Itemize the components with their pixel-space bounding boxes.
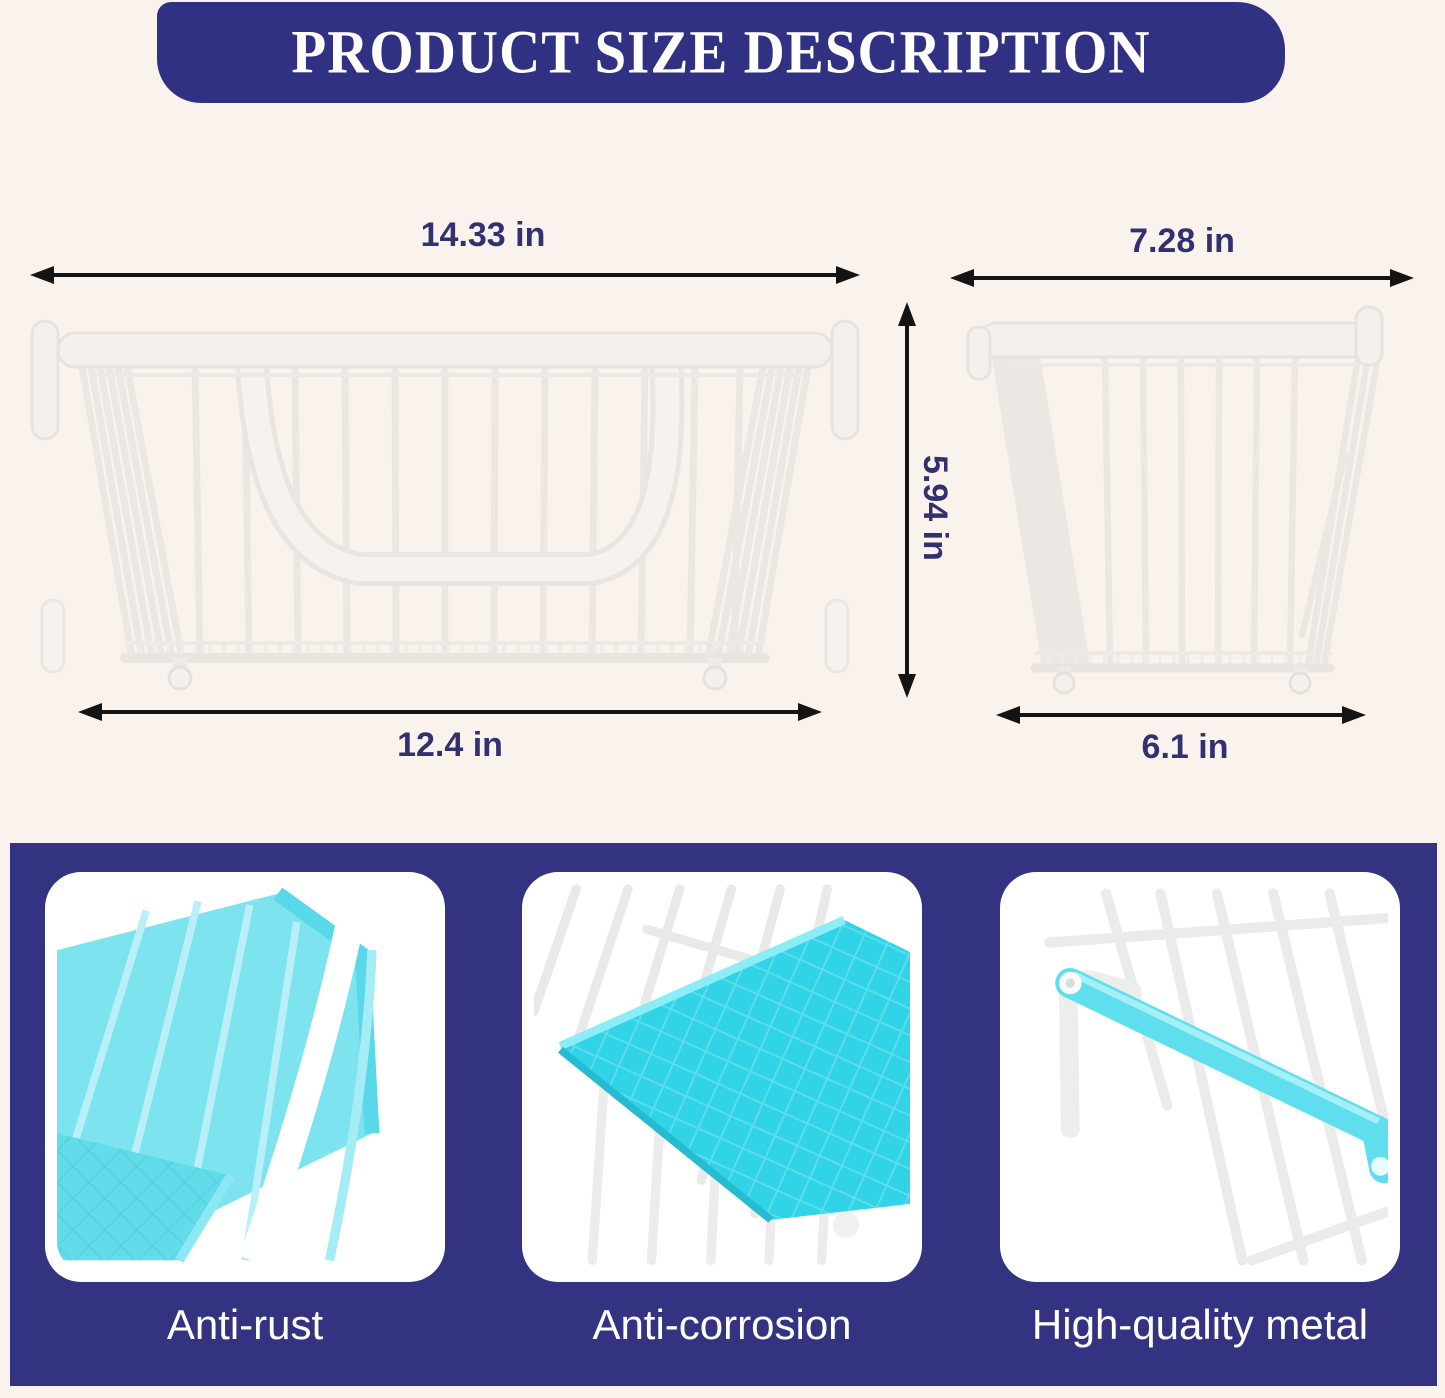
feature-label-metal: High-quality metal <box>1031 1301 1369 1348</box>
side-bottom-width-label: 6.1 in <box>1141 728 1229 766</box>
metal-graphic <box>1044 888 1388 1266</box>
side-top-width-arrow <box>950 269 1414 287</box>
front-bottom-width-label: 12.4 in <box>397 726 503 764</box>
height-arrow <box>898 302 916 698</box>
side-bottom-width-arrow <box>996 706 1366 724</box>
front-basket-illustration <box>30 319 860 691</box>
anti-rust-photo <box>57 884 433 1270</box>
front-top-width-label: 14.33 in <box>420 216 546 254</box>
side-top-width-label: 7.28 in <box>1129 222 1235 260</box>
anti-corrosion-photo <box>534 884 910 1270</box>
feature-card-metal <box>1000 872 1400 1282</box>
metal-photo <box>1012 884 1388 1270</box>
title-banner: PRODUCT SIZE DESCRIPTION <box>157 2 1285 103</box>
anti-corrosion-graphic <box>534 884 910 1265</box>
side-basket-illustration <box>966 305 1384 695</box>
feature-card-anti-rust <box>45 872 445 1282</box>
page-title: PRODUCT SIZE DESCRIPTION <box>291 18 1151 87</box>
height-label: 5.94 in <box>916 454 954 561</box>
anti-rust-graphic <box>57 887 380 1265</box>
front-bottom-width-arrow <box>78 703 822 721</box>
feature-label-anti-rust: Anti-rust <box>166 1301 324 1348</box>
front-top-width-arrow <box>30 266 860 284</box>
features-panel: Anti-rust Anti-corrosion High-quality me… <box>10 843 1437 1386</box>
feature-card-anti-corrosion <box>522 872 922 1282</box>
feature-label-anti-corrosion: Anti-corrosion <box>592 1301 852 1348</box>
